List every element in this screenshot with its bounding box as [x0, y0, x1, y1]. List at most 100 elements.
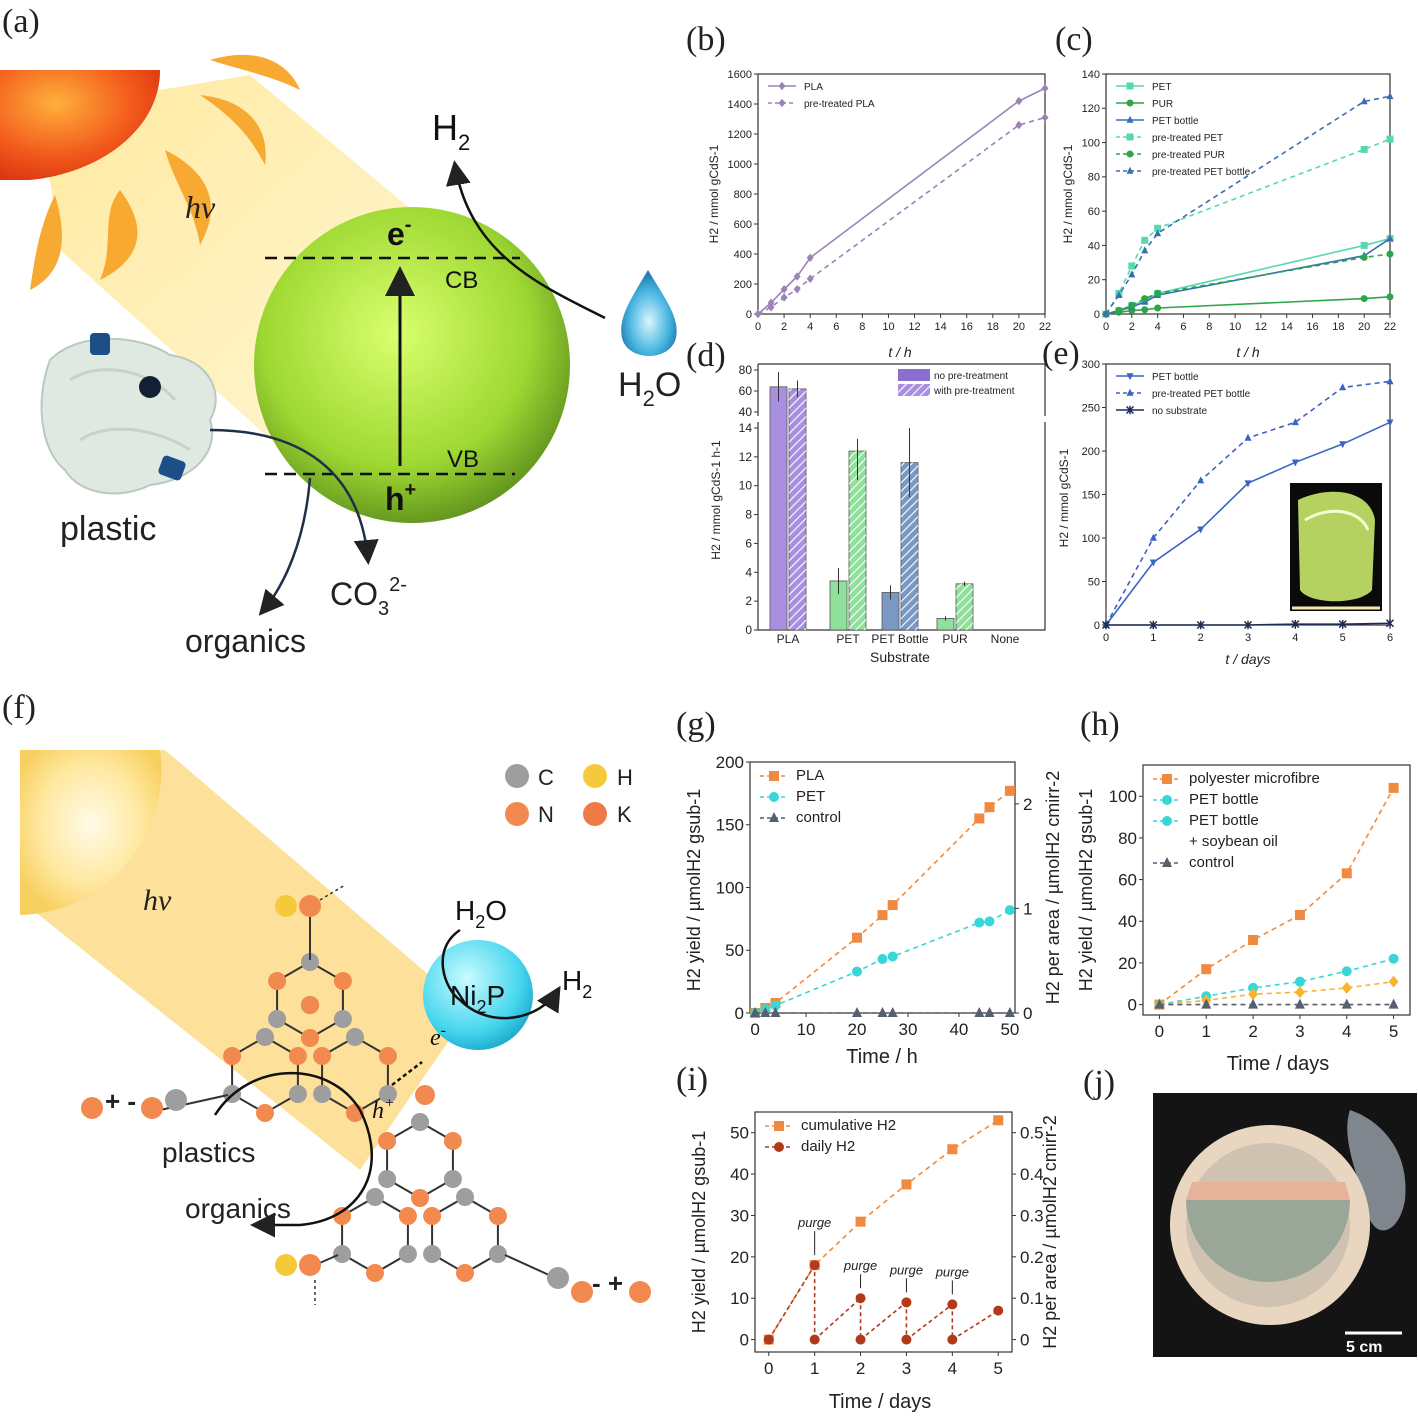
y2-axis-label: H2 per area / µmolH2 cmirr-2 — [1043, 771, 1063, 1004]
k-atom — [81, 1097, 103, 1119]
y-axis-label: H2 yield / µmolH2 gsub-1 — [1076, 789, 1096, 991]
y-tick-label: 0 — [1128, 996, 1137, 1015]
x-tick-label: 0 — [750, 1020, 759, 1039]
legend-label: pre-treated PUR — [1152, 150, 1225, 161]
chart-d-label: (d) — [686, 337, 726, 374]
f-hole-text: h+ — [372, 1095, 395, 1124]
legend-label: no pre-treatment — [934, 371, 1008, 382]
data-point — [770, 1000, 781, 1011]
legend-hatch — [898, 384, 930, 396]
n-atom — [256, 1104, 274, 1122]
chart-e: (e) 0 1 2 3 4 5 6 0 50 100 150 200 250 300 t / days H2 /… — [1042, 335, 1395, 667]
y-tick-label: 14 — [739, 421, 753, 435]
legend-label: PET bottle — [1189, 791, 1259, 808]
h-atom — [275, 895, 297, 917]
data-point — [947, 1144, 958, 1155]
data-point — [806, 253, 814, 262]
plot-frame — [757, 363, 1046, 631]
legend-marker — [1126, 133, 1134, 141]
data-point — [984, 916, 995, 927]
n-atom — [333, 972, 352, 990]
data-point — [1360, 241, 1368, 249]
data-point — [770, 1007, 781, 1017]
water-drop-icon — [621, 270, 677, 356]
data-point — [984, 802, 995, 813]
x-tick-label: PUR — [942, 632, 968, 646]
data-point — [780, 285, 788, 294]
data-point — [852, 1007, 863, 1017]
data-point — [1386, 234, 1394, 242]
y2-tick-label: 1 — [1023, 899, 1032, 918]
data-point — [1141, 236, 1149, 244]
y-tick-label: 100 — [1109, 787, 1137, 806]
y-tick-label: 1600 — [728, 69, 752, 81]
data-point — [1243, 620, 1253, 630]
n-atom — [411, 1189, 429, 1207]
data-point — [1141, 306, 1149, 314]
y-tick-label: 1400 — [728, 99, 752, 111]
y2-tick-label: 0.3 — [1020, 1206, 1044, 1225]
x-tick-label: 1 — [810, 1359, 819, 1378]
y-tick-label: 8 — [745, 508, 752, 522]
n-atom — [333, 1207, 352, 1225]
y-tick-label: 150 — [716, 816, 744, 835]
y-tick-label: 20 — [730, 1248, 749, 1267]
legend: PLA PET control — [760, 767, 841, 826]
y-tick-label: 200 — [734, 279, 752, 291]
data-point — [1341, 966, 1352, 977]
c-atom — [411, 1113, 429, 1131]
legend: polyester microfibre PET bottle PET bottle… — [1153, 770, 1320, 871]
y-tick-label: 1000 — [728, 159, 752, 171]
x-tick-label: 1 — [1150, 632, 1156, 644]
x-axis-label: t / h — [1236, 344, 1260, 360]
y-tick-label: 80 — [739, 363, 753, 377]
y-tick-label: 0 — [1094, 309, 1100, 321]
legend-label: PLA — [796, 767, 824, 784]
x-tick-label: 0 — [1103, 632, 1109, 644]
f-hv-text: hv — [143, 884, 172, 917]
x-tick-label: 18 — [987, 321, 999, 333]
series-line-0 — [1105, 237, 1391, 315]
data-point — [793, 285, 801, 294]
n-atom — [423, 1207, 442, 1225]
data-point — [763, 1334, 774, 1345]
data-point — [1201, 998, 1212, 1009]
data-point — [1291, 459, 1299, 467]
n-atom — [443, 1132, 462, 1150]
x-tick-label: 6 — [833, 321, 839, 333]
data-point — [750, 1007, 761, 1017]
n-atom — [301, 995, 320, 1014]
n-atom — [571, 1281, 593, 1303]
chart-h-label: (h) — [1080, 706, 1120, 743]
f-transfer-arrow — [391, 1061, 423, 1086]
data-point — [1154, 229, 1162, 237]
data-point — [1341, 981, 1352, 994]
scale-label: 5 cm — [1346, 1339, 1382, 1356]
panel-j-label: (j) — [1083, 1064, 1115, 1101]
a-vb-label: VB — [447, 446, 479, 473]
data-point — [877, 1007, 888, 1017]
data-point — [1041, 113, 1049, 122]
data-point — [947, 1299, 958, 1310]
data-point — [1386, 135, 1394, 143]
legend-marker — [1126, 373, 1134, 381]
c-atom — [547, 1267, 569, 1289]
legend-marker — [778, 98, 786, 108]
data-point — [1196, 620, 1205, 630]
c-atom — [256, 1028, 274, 1046]
data-point — [1291, 619, 1300, 629]
n-atom — [299, 895, 321, 917]
bar-no-pretreatment — [769, 386, 788, 631]
data-point — [855, 1216, 866, 1227]
data-point — [901, 1297, 912, 1308]
data-point — [1385, 619, 1395, 628]
data-point — [1015, 120, 1023, 130]
x-axis-label: Time / days — [829, 1391, 932, 1413]
f-charge-right: - + — [592, 1268, 623, 1298]
chart-b-label: (b) — [686, 21, 726, 58]
photocatalyst-particle — [254, 207, 570, 523]
x-tick-label: 4 — [1292, 632, 1298, 644]
c-atom — [456, 1188, 474, 1206]
x-tick-label: 6 — [1387, 632, 1393, 644]
